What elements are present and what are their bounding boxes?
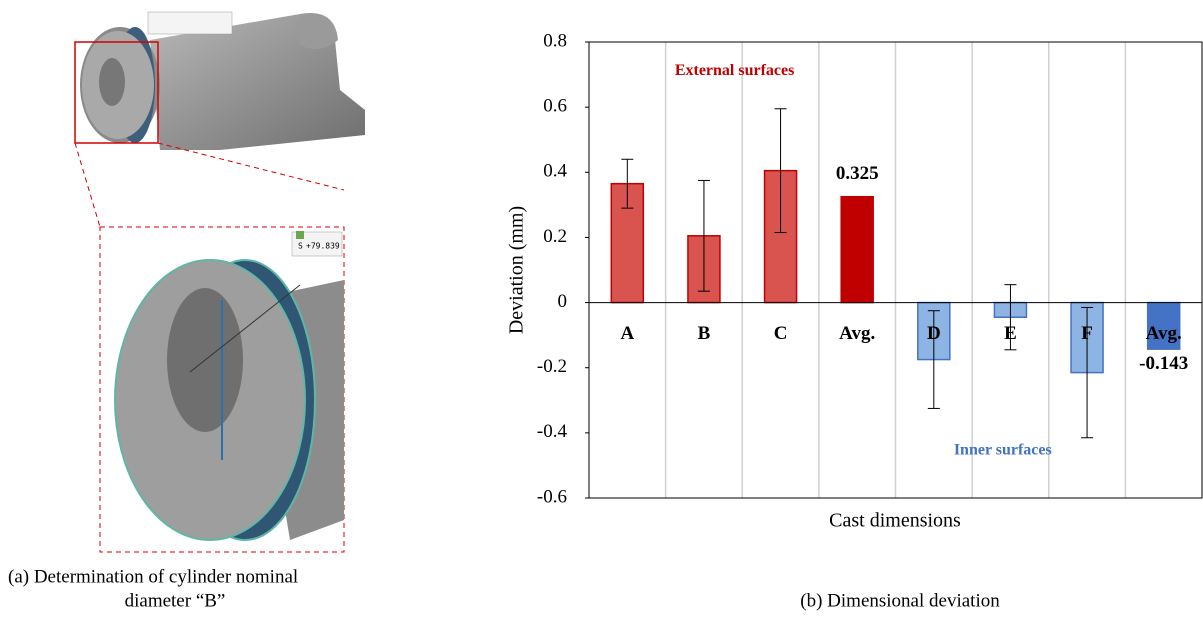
caption-b: (b) Dimensional deviation — [800, 590, 1000, 611]
annotation: Inner surfaces — [954, 441, 1052, 458]
caption-a: diameter “B” — [125, 590, 226, 611]
y-tick-label: -0.6 — [537, 486, 567, 507]
part-render — [75, 12, 365, 552]
bar — [841, 197, 873, 303]
caption-a: (a) Determination of cylinder nominal — [8, 566, 298, 587]
y-tick-label: 0.8 — [543, 30, 567, 51]
data-label: 0.325 — [836, 163, 879, 184]
x-tick-label: B — [698, 323, 711, 344]
y-tick-label: 0.4 — [543, 161, 567, 182]
x-tick-label: A — [620, 323, 634, 344]
y-tick-label: 0 — [558, 291, 568, 312]
x-tick-label: C — [774, 323, 788, 344]
y-tick-label: 0.6 — [543, 96, 567, 117]
x-tick-label: Avg. — [1146, 323, 1182, 344]
data-label: -0.143 — [1139, 353, 1188, 374]
y-axis-label: Deviation (mm) — [506, 206, 528, 334]
tag-value: +79.839 — [306, 242, 340, 251]
tag-letter: S — [298, 242, 303, 251]
annotation: External surfaces — [675, 62, 795, 79]
x-tick-label: Avg. — [839, 323, 875, 344]
x-axis-label: Cast dimensions — [829, 510, 961, 532]
y-tick-label: -0.4 — [537, 421, 568, 442]
figure: S +79.839 (a) Determination of cylinder … — [0, 0, 1203, 619]
y-tick-label: 0.2 — [543, 226, 567, 247]
y-tick-label: -0.2 — [537, 356, 567, 377]
